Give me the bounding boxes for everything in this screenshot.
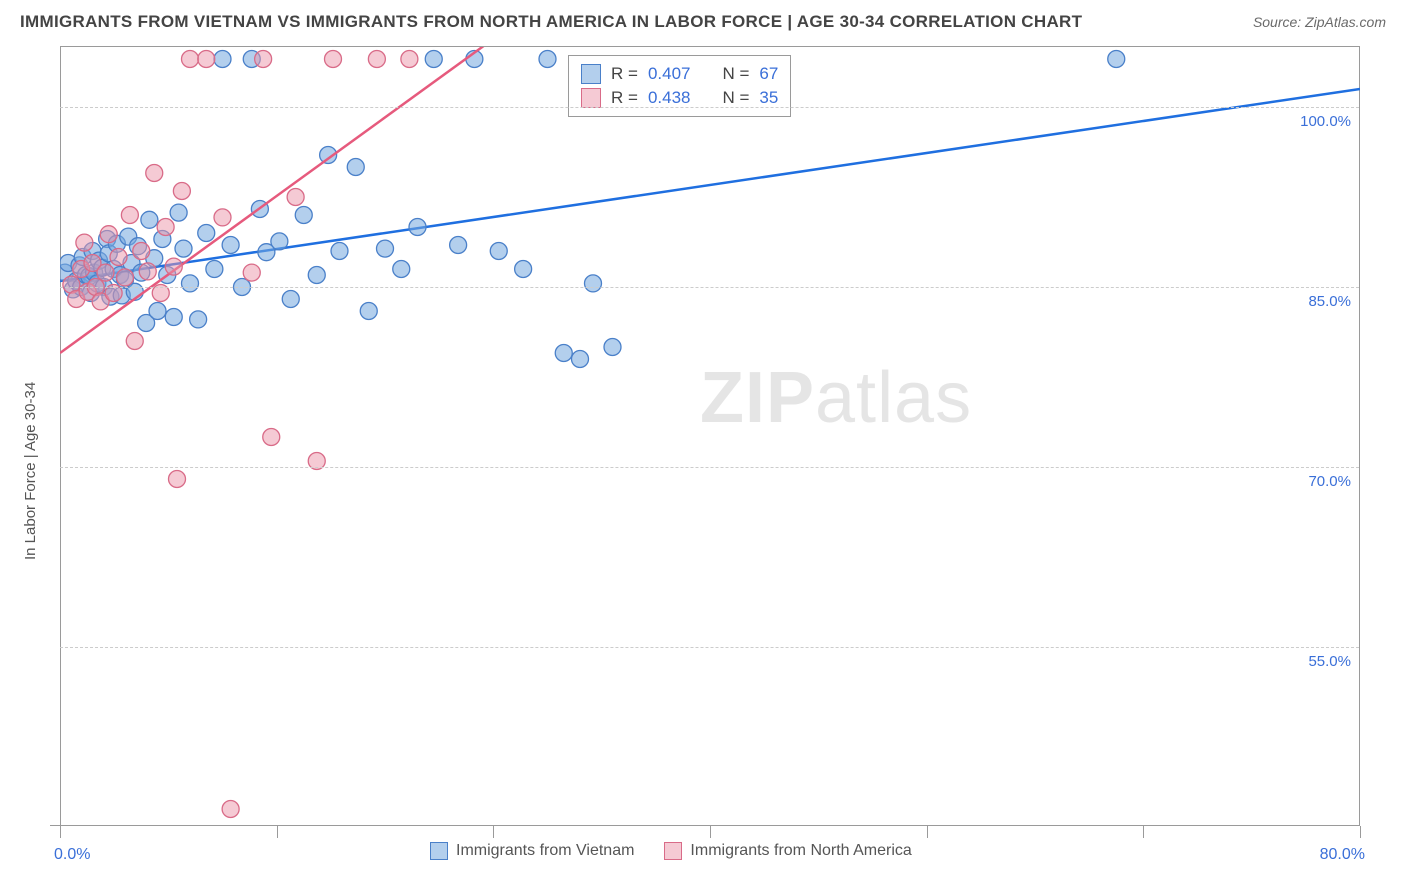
- gridline: [60, 647, 1359, 648]
- chart-title: IMMIGRANTS FROM VIETNAM VS IMMIGRANTS FR…: [20, 12, 1082, 32]
- bottom-legend: Immigrants from Vietnam Immigrants from N…: [430, 842, 912, 860]
- scatter-point: [393, 261, 410, 278]
- stat-n-value: 67: [759, 64, 778, 84]
- legend-label: Immigrants from North America: [690, 842, 911, 859]
- plot-area: ZIPatlas R =0.407N =67R =0.438N =35 0.0%…: [60, 46, 1360, 826]
- x-tick: [927, 826, 928, 838]
- scatter-point: [198, 51, 215, 68]
- stat-r-label: R =: [611, 88, 638, 108]
- stats-row: R = 0.407 N = 67: [581, 62, 778, 86]
- scatter-point: [347, 159, 364, 176]
- scatter-point: [175, 240, 192, 257]
- scatter-point: [282, 291, 299, 308]
- scatter-point: [121, 207, 138, 224]
- trend-line: [60, 89, 1360, 281]
- gridline: [60, 287, 1359, 288]
- legend-item: Immigrants from Vietnam: [430, 842, 634, 860]
- scatter-point: [198, 225, 215, 242]
- stat-n-label: N =: [722, 88, 749, 108]
- legend-swatch-icon: [664, 842, 682, 860]
- gridline: [60, 467, 1359, 468]
- y-tick-label: 100.0%: [1300, 113, 1351, 130]
- scatter-point: [173, 183, 190, 200]
- scatter-point: [450, 237, 467, 254]
- stat-n-label: N =: [722, 64, 749, 84]
- scatter-point: [325, 51, 342, 68]
- y-tick-label: 85.0%: [1308, 293, 1351, 310]
- scatter-point: [97, 264, 114, 281]
- scatter-point: [214, 51, 231, 68]
- gridline: [60, 107, 1359, 108]
- scatter-point: [295, 207, 312, 224]
- scatter-point: [425, 51, 442, 68]
- scatter-point: [206, 261, 223, 278]
- scatter-point: [169, 471, 186, 488]
- title-bar: IMMIGRANTS FROM VIETNAM VS IMMIGRANTS FR…: [20, 12, 1386, 32]
- scatter-point: [165, 258, 182, 275]
- scatter-point: [308, 267, 325, 284]
- y-tick-label: 70.0%: [1308, 473, 1351, 490]
- stat-n-value: 35: [759, 88, 778, 108]
- scatter-point: [368, 51, 385, 68]
- scatter-point: [222, 801, 239, 818]
- scatter-point: [110, 249, 127, 266]
- scatter-point: [157, 219, 174, 236]
- scatter-point: [222, 237, 239, 254]
- scatter-point: [263, 429, 280, 446]
- scatter-point: [76, 234, 93, 251]
- scatter-point: [182, 275, 199, 292]
- scatter-point: [117, 269, 134, 286]
- source-label: Source: ZipAtlas.com: [1253, 14, 1386, 30]
- stat-r-value: 0.438: [648, 88, 691, 108]
- scatter-point: [139, 263, 156, 280]
- scatter-point: [585, 275, 602, 292]
- x-tick: [710, 826, 711, 838]
- scatter-point: [401, 51, 418, 68]
- scatter-point: [190, 311, 207, 328]
- legend-swatch-icon: [581, 64, 601, 84]
- scatter-point: [141, 211, 158, 228]
- scatter-point: [515, 261, 532, 278]
- scatter-point: [539, 51, 556, 68]
- x-tick: [1360, 826, 1361, 838]
- legend-swatch-icon: [430, 842, 448, 860]
- scatter-point: [572, 351, 589, 368]
- scatter-point: [377, 240, 394, 257]
- scatter-point: [555, 345, 572, 362]
- scatter-point: [409, 219, 426, 236]
- scatter-point: [165, 309, 182, 326]
- scatter-point: [287, 189, 304, 206]
- scatter-point: [604, 339, 621, 356]
- x-tick: [60, 826, 61, 838]
- stat-r-label: R =: [611, 64, 638, 84]
- x-axis-max-label: 80.0%: [1320, 846, 1365, 864]
- scatter-point: [271, 233, 288, 250]
- trend-line: [60, 47, 499, 353]
- scatter-point: [1108, 51, 1125, 68]
- scatter-point: [255, 51, 272, 68]
- scatter-point: [146, 165, 163, 182]
- scatter-point: [182, 51, 199, 68]
- y-tick-label: 55.0%: [1308, 653, 1351, 670]
- stat-r-value: 0.407: [648, 64, 691, 84]
- legend-item: Immigrants from North America: [664, 842, 911, 860]
- x-tick: [1143, 826, 1144, 838]
- scatter-point: [126, 333, 143, 350]
- scatter-point: [170, 204, 187, 221]
- x-tick: [493, 826, 494, 838]
- chart-svg: [60, 47, 1360, 827]
- y-axis-title: In Labor Force | Age 30-34: [22, 382, 39, 560]
- scatter-point: [214, 209, 231, 226]
- legend-swatch-icon: [581, 88, 601, 108]
- scatter-point: [360, 303, 377, 320]
- scatter-point: [490, 243, 507, 260]
- scatter-point: [243, 264, 260, 281]
- scatter-point: [149, 303, 166, 320]
- scatter-point: [331, 243, 348, 260]
- legend-label: Immigrants from Vietnam: [456, 842, 634, 859]
- scatter-point: [133, 243, 150, 260]
- scatter-point: [100, 226, 117, 243]
- x-axis-min-label: 0.0%: [54, 846, 90, 864]
- x-tick: [277, 826, 278, 838]
